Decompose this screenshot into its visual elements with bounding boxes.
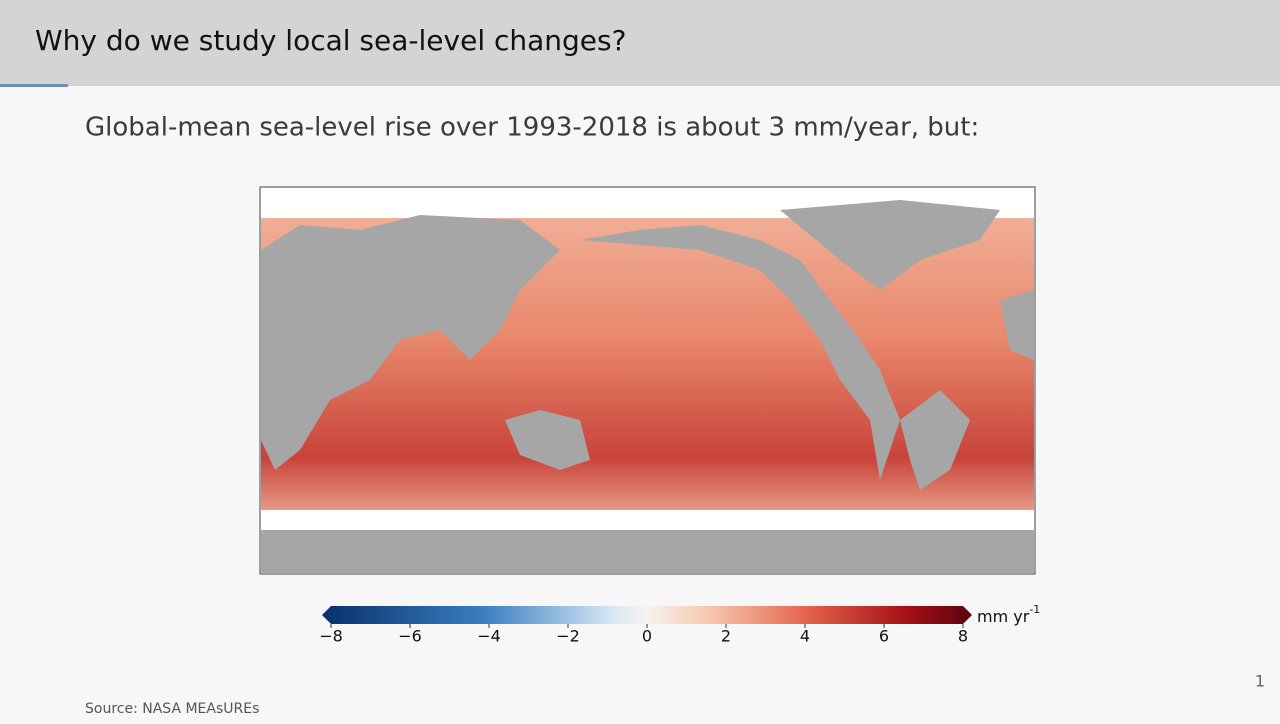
colorbar-tick-label: 0	[642, 627, 652, 646]
colorbar-tick-label: 6	[879, 627, 889, 646]
slide-title: Why do we study local sea-level changes?	[35, 24, 627, 57]
colorbar	[322, 606, 972, 624]
header-accent	[0, 84, 68, 87]
unit-text: mm yr	[977, 607, 1030, 626]
colorbar-tick-label: 8	[958, 627, 968, 646]
source-note: Source: NASA MEAsUREs	[85, 701, 259, 717]
header-bar	[0, 0, 1280, 86]
colorbar-tick-label: −8	[319, 627, 343, 646]
sea-level-map	[259, 186, 1036, 575]
colorbar-tick-label: −4	[477, 627, 501, 646]
colorbar-gradient	[322, 606, 972, 624]
subtitle: Global-mean sea-level rise over 1993-201…	[85, 113, 979, 143]
colorbar-tick-label: −6	[398, 627, 422, 646]
colorbar-tick-label: 4	[800, 627, 810, 646]
colorbar-tick-label: −2	[556, 627, 580, 646]
page-number: 1	[1255, 672, 1265, 691]
colorbar-unit: mm yr-1	[977, 603, 1040, 626]
colorbar-tick-label: 2	[721, 627, 731, 646]
unit-superscript: -1	[1029, 603, 1040, 616]
